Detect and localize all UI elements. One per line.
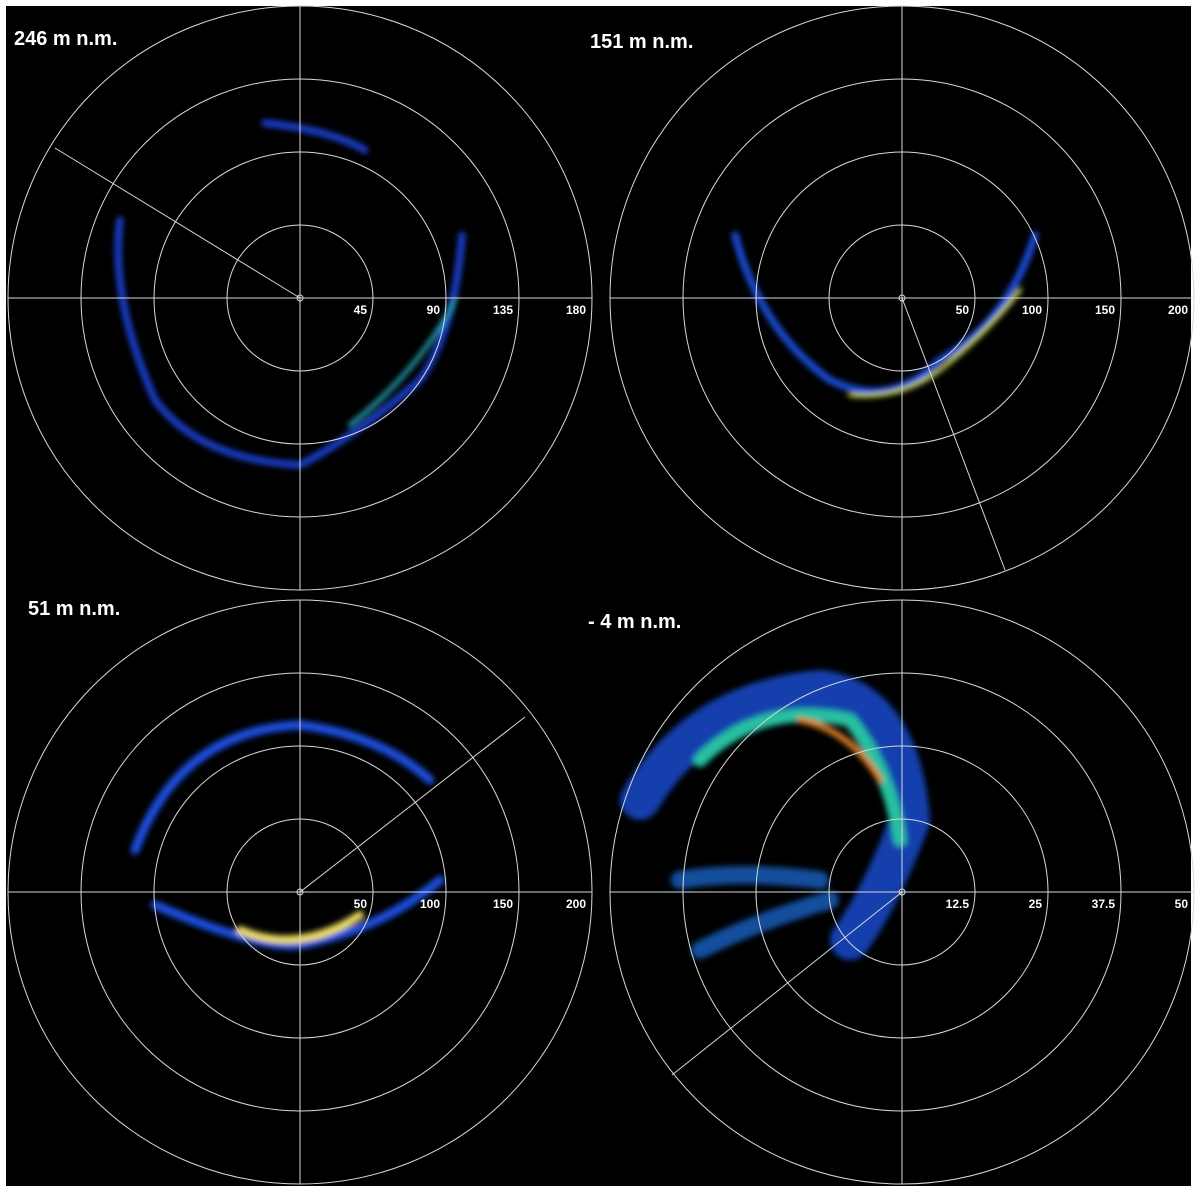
range-ring [682, 672, 1122, 1112]
center-mark [296, 888, 304, 896]
panel-title: 246 m n.m. [14, 28, 117, 50]
range-label: 25 [1029, 897, 1043, 911]
range-ring [226, 224, 374, 372]
range-ring [226, 818, 374, 966]
range-label: 45 [354, 303, 368, 317]
panel-title: - 4 m n.m. [588, 611, 681, 633]
range-label: 150 [493, 897, 513, 911]
range-ring [153, 151, 447, 445]
range-label: 90 [427, 303, 441, 317]
bearing-line [671, 891, 903, 1076]
range-ring [153, 745, 447, 1039]
range-label: 180 [566, 303, 586, 317]
range-label: 50 [354, 897, 368, 911]
range-ring [80, 672, 520, 1112]
range-label: 135 [493, 303, 513, 317]
echoes [114, 119, 1039, 960]
background [6, 6, 1191, 1186]
range-ring [80, 78, 520, 518]
range-ring [828, 818, 976, 966]
center-mark [296, 294, 304, 302]
range-label: 12.5 [946, 897, 970, 911]
range-label: 100 [1022, 303, 1042, 317]
range-ring [682, 78, 1122, 518]
panel-title: 151 m n.m. [590, 31, 693, 53]
range-ring [7, 5, 593, 591]
range-ring [828, 224, 976, 372]
bearing-line [299, 716, 526, 893]
panel-title: 51 m n.m. [28, 598, 120, 620]
range-ring [755, 745, 1049, 1039]
range-label: 37.5 [1092, 897, 1116, 911]
range-ring [7, 599, 593, 1185]
bearings [54, 147, 1006, 1076]
range-label: 100 [420, 897, 440, 911]
center-mark [898, 294, 906, 302]
range-label: 150 [1095, 303, 1115, 317]
range-label: 50 [956, 303, 970, 317]
range-label: 200 [1168, 303, 1188, 317]
range-ring [755, 151, 1049, 445]
range-ring [609, 5, 1195, 591]
range-ring [609, 599, 1195, 1185]
center-mark [898, 888, 906, 896]
bearing-line [54, 147, 301, 299]
range-label: 50 [1175, 897, 1189, 911]
range-label: 200 [566, 897, 586, 911]
bearing-line [901, 297, 1006, 571]
